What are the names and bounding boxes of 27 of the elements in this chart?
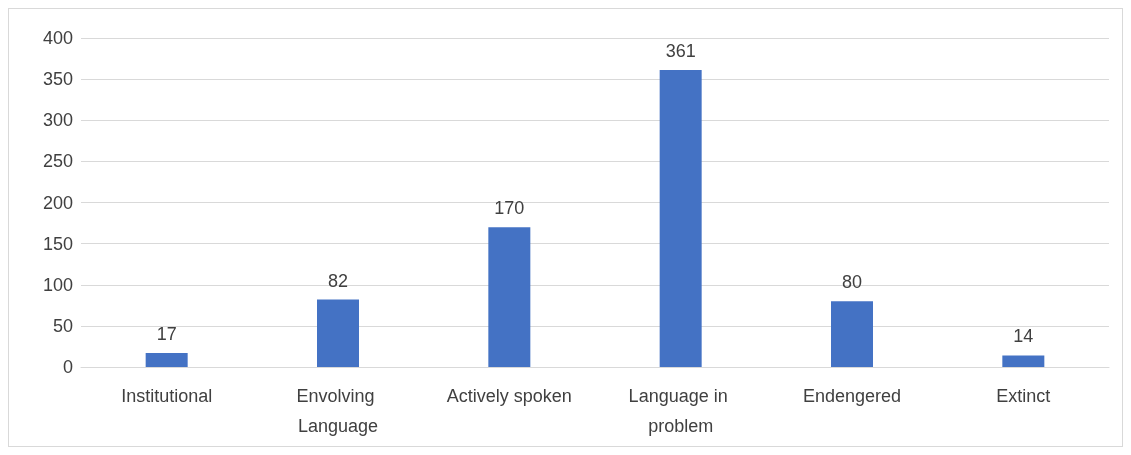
y-tick-label: 200 (42, 192, 73, 213)
data-label: 361 (665, 41, 696, 62)
bar (145, 353, 188, 367)
data-label: 80 (841, 272, 863, 293)
y-tick-label: 150 (42, 233, 73, 254)
x-tick-label: Envolving Language (296, 386, 380, 436)
data-label: 170 (494, 198, 525, 219)
x-tick-label: Institutional (121, 386, 213, 406)
data-label: 82 (327, 270, 349, 291)
bar (831, 301, 873, 367)
y-tick-label: 100 (42, 274, 73, 295)
data-label: 14 (1013, 326, 1034, 347)
y-tick-label: 50 (52, 315, 73, 336)
y-tick-label: 250 (42, 151, 73, 172)
data-label: 17 (156, 324, 177, 345)
x-tick-label: Endengered (802, 386, 902, 406)
bar (317, 299, 359, 367)
x-tick-label: Language in problem (628, 386, 733, 436)
bar (1002, 355, 1045, 367)
y-tick-label: 400 (42, 28, 73, 48)
x-tick-label: Actively spoken (446, 386, 572, 406)
y-tick-label: 300 (42, 110, 73, 131)
bar (659, 70, 702, 367)
y-tick-label: 350 (42, 69, 73, 90)
y-tick-label: 0 (62, 357, 73, 377)
x-tick-label: Extinct (996, 386, 1051, 406)
bar (488, 227, 531, 367)
